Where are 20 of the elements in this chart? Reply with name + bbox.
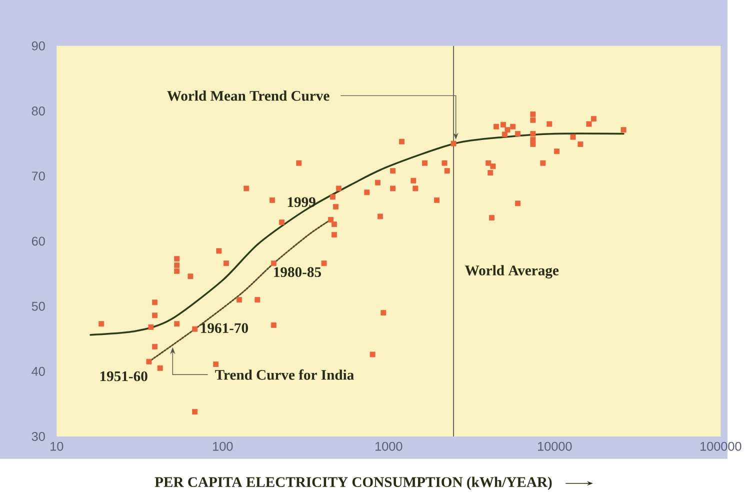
- x-tick-label: 10: [50, 442, 64, 451]
- x-tick-label: 10000: [538, 442, 572, 451]
- y-tick-label: 60: [32, 236, 45, 246]
- x-tick-label: 1000: [376, 442, 402, 451]
- annotation: 1980-85: [274, 267, 322, 278]
- y-tick-label: 40: [32, 366, 45, 376]
- y-tick-label: 50: [32, 302, 45, 311]
- annotation: 1999: [288, 197, 316, 208]
- ref-line-label: World Average: [465, 265, 559, 278]
- x-tick-label: 100: [213, 442, 233, 451]
- annotation: World Mean Trend Curve: [167, 90, 330, 101]
- y-tick-label: 80: [32, 106, 45, 116]
- y-tick-label: 90: [32, 41, 45, 50]
- annotation: 1951-60: [100, 371, 148, 382]
- x-axis-title: PER CAPITA ELECTRICITY CONSUMPTION (kWh/YEAR): [154, 476, 552, 490]
- y-tick-label: 30: [32, 432, 45, 441]
- annotation: Trend Curve for India: [215, 369, 354, 380]
- y-tick-label: 70: [32, 172, 45, 181]
- annotation: 1961-70: [201, 323, 248, 334]
- x-tick-label: 100000: [700, 442, 742, 451]
